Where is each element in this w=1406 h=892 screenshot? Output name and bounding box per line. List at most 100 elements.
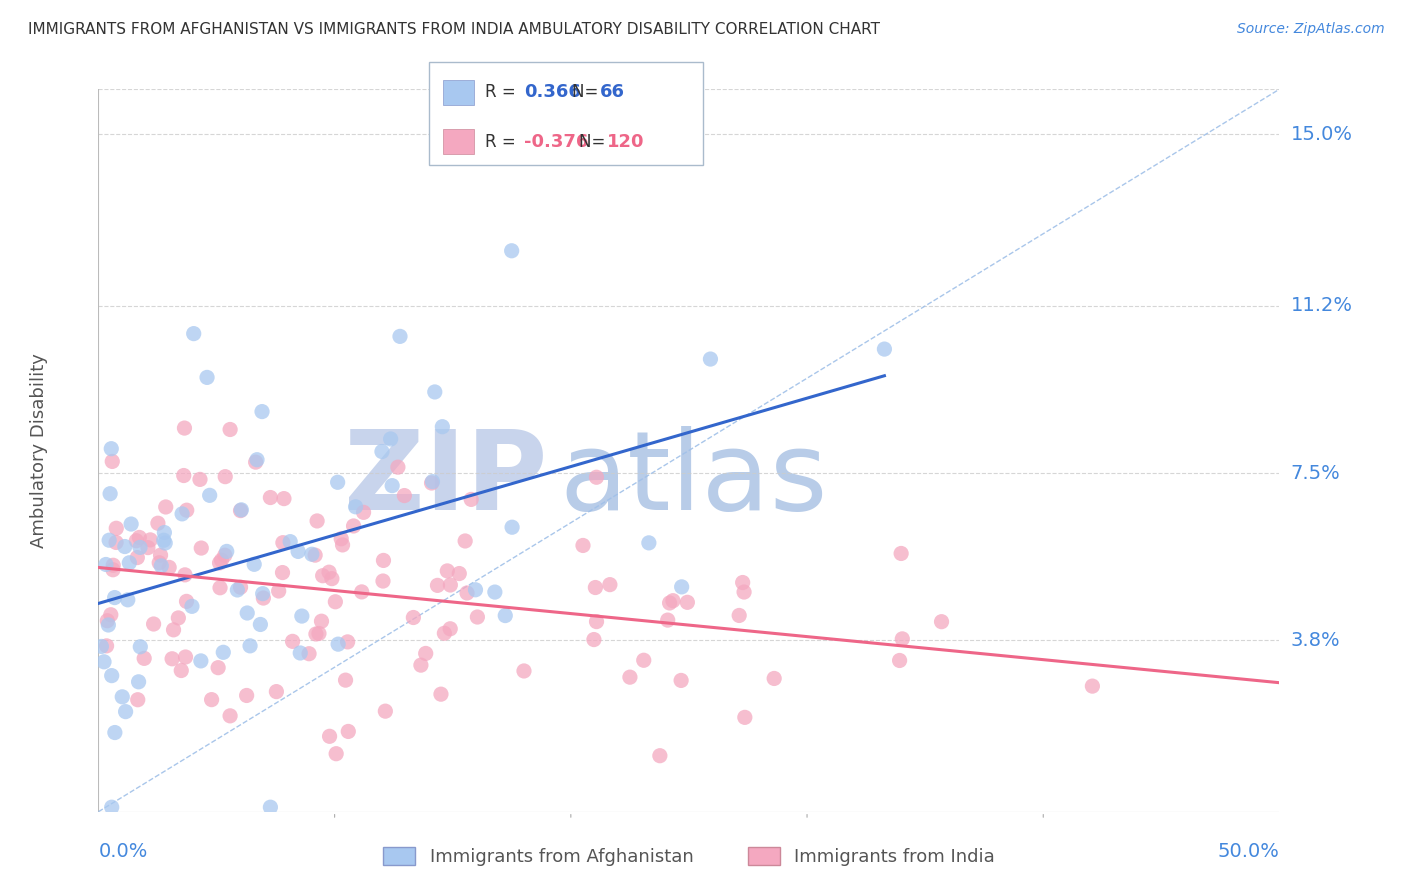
Point (890, 546, 912, 560)
Text: 0.0%: 0.0% (98, 842, 148, 862)
Point (146, 516, 169, 531)
Point (699, 352, 721, 367)
Text: 7.5%: 7.5% (1291, 464, 1340, 483)
Point (353, 505, 375, 519)
Point (155, 500, 177, 514)
Point (599, 577, 621, 591)
Point (190, 541, 212, 555)
Point (125, 533, 148, 548)
Point (226, 582, 249, 597)
Point (250, 404, 273, 418)
Text: N=: N= (572, 83, 603, 101)
Point (214, 548, 236, 562)
Point (183, 326, 205, 341)
Point (96, 639, 118, 653)
Point (321, 572, 343, 586)
Legend: Immigrants from Afghanistan, Immigrants from India: Immigrants from Afghanistan, Immigrants … (374, 838, 1004, 875)
Text: ZIP: ZIP (344, 425, 547, 533)
Point (267, 584, 290, 599)
Point (249, 617, 271, 632)
Point (433, 626, 456, 640)
Point (501, 520, 523, 534)
Text: 11.2%: 11.2% (1291, 296, 1353, 316)
Point (582, 632, 605, 647)
Point (763, 672, 786, 686)
Point (173, 421, 195, 435)
Text: R =: R = (485, 133, 522, 151)
Point (105, 521, 128, 535)
Point (101, 454, 124, 468)
Point (671, 580, 693, 594)
Point (381, 478, 404, 492)
Point (494, 608, 516, 623)
Point (484, 585, 506, 599)
Text: 0.366: 0.366 (524, 83, 581, 101)
Point (891, 632, 914, 646)
Point (291, 609, 314, 624)
Point (572, 539, 595, 553)
Point (172, 507, 194, 521)
Point (120, 516, 142, 531)
Point (114, 540, 136, 554)
Point (174, 650, 197, 665)
Point (214, 469, 236, 483)
Point (114, 705, 136, 719)
Point (337, 724, 360, 739)
Point (467, 610, 489, 624)
Point (142, 617, 165, 632)
Point (243, 558, 266, 572)
Point (336, 635, 359, 649)
Point (420, 476, 443, 491)
Point (174, 567, 197, 582)
Point (585, 470, 607, 484)
Text: IMMIGRANTS FROM AFGHANISTAN VS IMMIGRANTS FROM INDIA AMBULATORY DISABILITY CORRE: IMMIGRANTS FROM AFGHANISTAN VS IMMIGRANT… (28, 22, 880, 37)
Point (252, 591, 274, 605)
Text: 66: 66 (600, 83, 626, 101)
Point (676, 595, 699, 609)
Point (173, 468, 195, 483)
Point (301, 547, 323, 561)
Point (139, 533, 162, 547)
Point (449, 566, 471, 581)
Point (460, 492, 482, 507)
Point (229, 503, 252, 517)
Point (273, 491, 295, 506)
Point (633, 653, 655, 667)
Point (94, 558, 117, 572)
Point (160, 652, 183, 666)
Point (134, 651, 156, 665)
Point (98, 533, 121, 548)
Point (733, 585, 755, 599)
Point (318, 729, 340, 743)
Point (93, 655, 115, 669)
Point (439, 622, 461, 636)
Point (188, 472, 211, 486)
Point (388, 329, 411, 343)
Point (209, 581, 232, 595)
Point (454, 533, 477, 548)
Point (335, 673, 357, 687)
Point (290, 646, 312, 660)
Point (432, 419, 454, 434)
Point (212, 645, 235, 659)
Point (259, 800, 281, 814)
Point (422, 475, 444, 489)
Point (311, 568, 333, 582)
Point (371, 574, 394, 588)
Point (387, 460, 409, 475)
Point (129, 541, 152, 555)
Point (669, 673, 692, 688)
Point (330, 532, 353, 546)
Point (127, 692, 149, 706)
Point (195, 370, 218, 384)
Point (211, 553, 233, 567)
Point (318, 565, 340, 579)
Point (103, 558, 125, 573)
Point (98, 486, 121, 500)
Point (305, 627, 328, 641)
Point (252, 587, 274, 601)
Text: atlas: atlas (560, 425, 828, 533)
Text: Ambulatory Disability: Ambulatory Disability (31, 353, 48, 548)
Point (128, 531, 150, 545)
Point (374, 704, 396, 718)
